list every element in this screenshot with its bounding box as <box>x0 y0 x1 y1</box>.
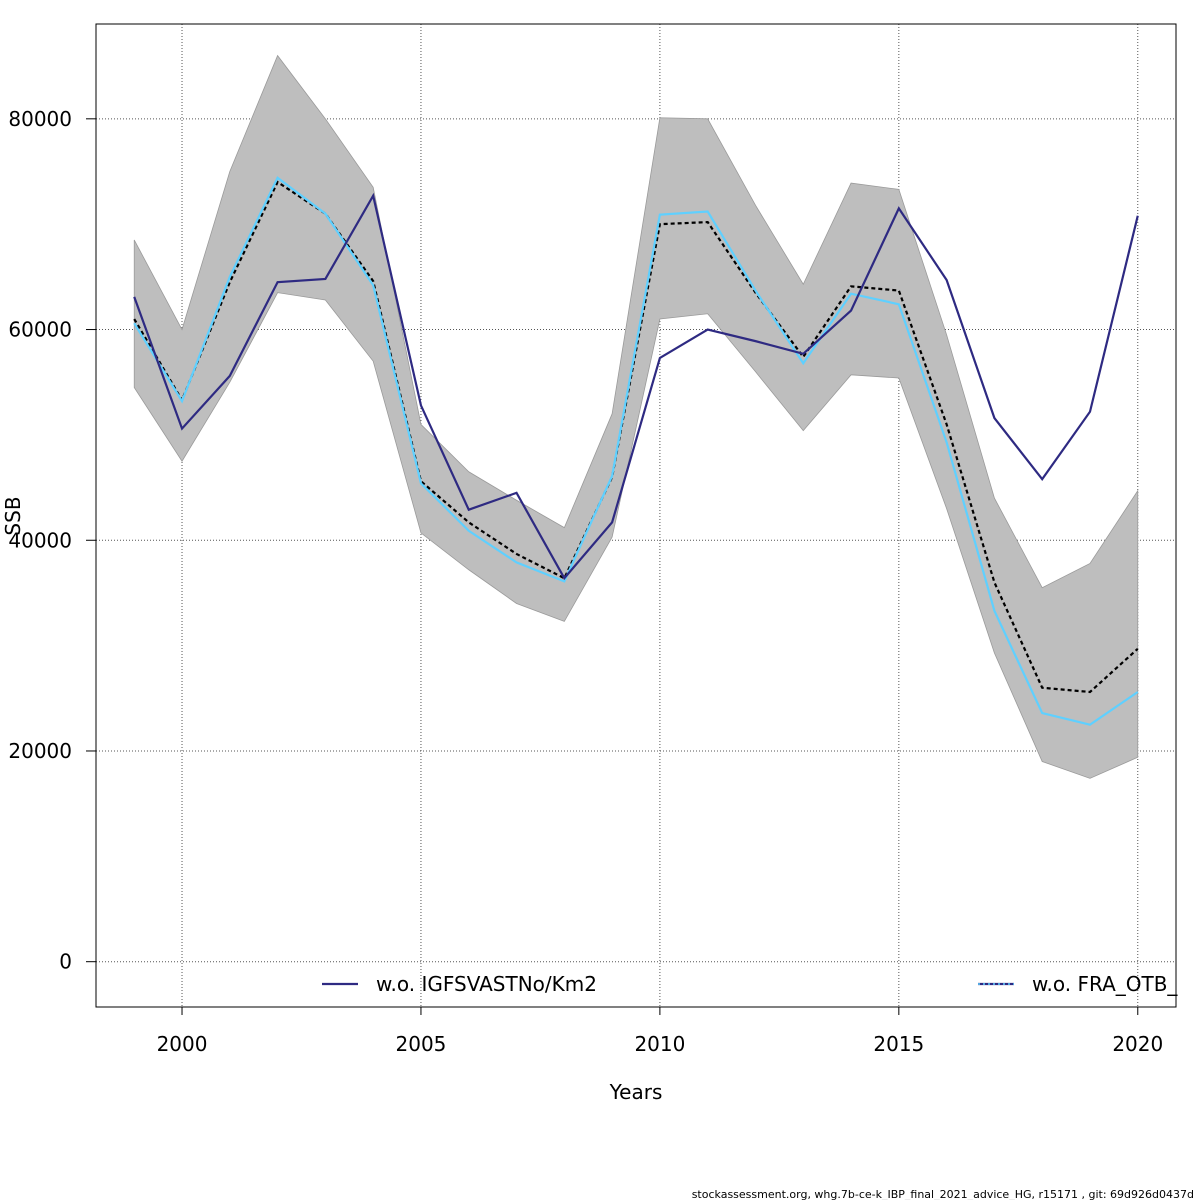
y-tick-label-40000: 40000 <box>8 528 72 552</box>
y-tick-label-0: 0 <box>59 950 72 974</box>
x-axis-title: Years <box>609 1080 663 1104</box>
legend-label-2: w.o. FRA_OTB_ <box>1032 972 1178 996</box>
x-tick-label-2000: 2000 <box>157 1032 208 1056</box>
x-tick-label-2010: 2010 <box>634 1032 685 1056</box>
x-axis-ticks: 2000 2005 2010 2015 2020 <box>157 1007 1163 1056</box>
plot-frame <box>95 23 1177 1008</box>
y-tick-label-60000: 60000 <box>8 318 72 342</box>
x-tick-label-2005: 2005 <box>396 1032 447 1056</box>
legend: w.o. IGFSVASTNo/Km2 w.o. FRA_OTB_ <box>322 972 1178 996</box>
series-line-3 <box>133 192 1139 581</box>
confidence-band <box>133 54 1139 779</box>
y-tick-label-80000: 80000 <box>8 107 72 131</box>
series-line-2 <box>133 176 1139 726</box>
y-axis-ticks: 0 20000 40000 60000 80000 <box>8 107 96 974</box>
footer-credit: stockassessment.org, whg.7b-ce-k_IBP_fin… <box>692 1188 1194 1200</box>
legend-label-1: w.o. IGFSVASTNo/Km2 <box>376 972 597 996</box>
confidence-band-area <box>133 54 1139 779</box>
x-tick-label-2020: 2020 <box>1112 1032 1163 1056</box>
y-tick-label-20000: 20000 <box>8 739 72 763</box>
series-lines <box>133 176 1139 726</box>
y-axis-title: SSB <box>1 496 25 535</box>
x-tick-label-2015: 2015 <box>873 1032 924 1056</box>
